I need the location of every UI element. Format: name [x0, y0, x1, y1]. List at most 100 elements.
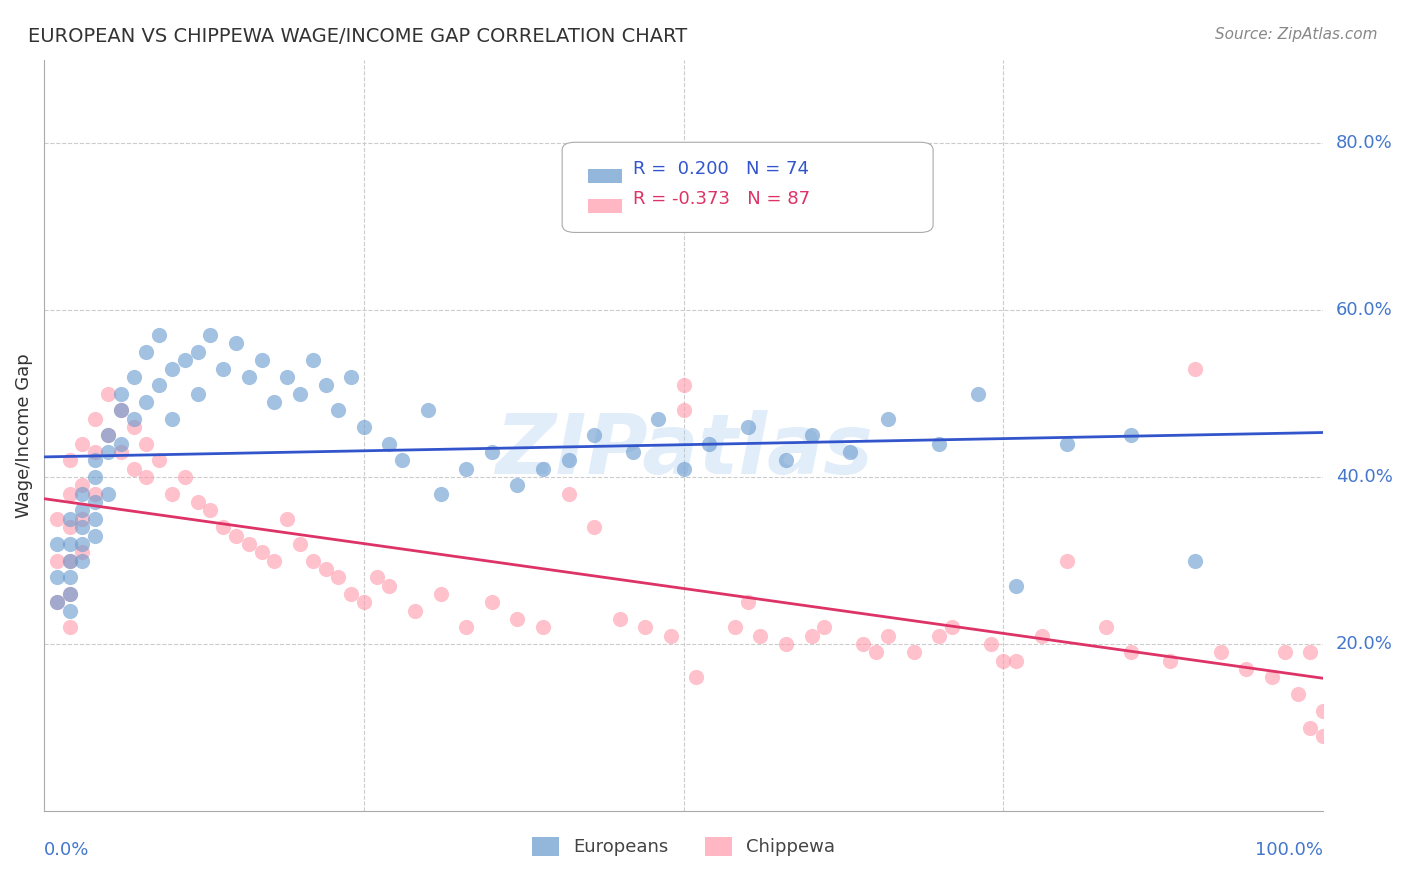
- Point: [276, 370, 298, 384]
- Point: [378, 436, 401, 450]
- Point: [583, 428, 606, 442]
- Point: [110, 386, 132, 401]
- Point: [59, 512, 82, 526]
- Point: [45, 512, 67, 526]
- Point: [59, 587, 82, 601]
- Point: [839, 445, 862, 459]
- Point: [966, 386, 988, 401]
- Point: [353, 420, 375, 434]
- Point: [72, 520, 94, 534]
- Point: [456, 620, 478, 634]
- Point: [315, 562, 337, 576]
- Point: [800, 629, 823, 643]
- Point: [84, 470, 107, 484]
- Point: [276, 512, 298, 526]
- Point: [97, 487, 120, 501]
- Point: [1121, 645, 1143, 659]
- Point: [315, 378, 337, 392]
- Text: R = -0.373   N = 87: R = -0.373 N = 87: [633, 190, 810, 209]
- FancyBboxPatch shape: [562, 142, 934, 233]
- Point: [852, 637, 875, 651]
- Point: [1312, 704, 1334, 718]
- Point: [84, 495, 107, 509]
- Point: [59, 587, 82, 601]
- Point: [59, 620, 82, 634]
- Point: [928, 436, 950, 450]
- Point: [135, 436, 157, 450]
- Point: [160, 361, 183, 376]
- Point: [672, 378, 695, 392]
- Point: [160, 487, 183, 501]
- Point: [97, 386, 120, 401]
- Point: [122, 420, 145, 434]
- Point: [621, 445, 644, 459]
- Y-axis label: Wage/Income Gap: Wage/Income Gap: [15, 353, 32, 517]
- Point: [72, 553, 94, 567]
- Text: 80.0%: 80.0%: [1336, 134, 1393, 153]
- Point: [84, 487, 107, 501]
- Point: [1121, 428, 1143, 442]
- Point: [481, 595, 503, 609]
- Point: [301, 353, 323, 368]
- Point: [59, 553, 82, 567]
- Text: 40.0%: 40.0%: [1336, 468, 1393, 486]
- Point: [1159, 654, 1181, 668]
- Point: [45, 595, 67, 609]
- Point: [328, 570, 350, 584]
- Point: [59, 553, 82, 567]
- Point: [737, 595, 759, 609]
- Point: [110, 445, 132, 459]
- Point: [647, 411, 669, 425]
- Point: [724, 620, 747, 634]
- Point: [84, 445, 107, 459]
- Point: [697, 436, 720, 450]
- Point: [263, 395, 285, 409]
- Point: [775, 453, 797, 467]
- Point: [481, 445, 503, 459]
- Point: [122, 370, 145, 384]
- Point: [45, 595, 67, 609]
- Point: [187, 495, 209, 509]
- Point: [1299, 721, 1322, 735]
- Point: [72, 545, 94, 559]
- Point: [97, 428, 120, 442]
- Point: [506, 612, 529, 626]
- Point: [928, 629, 950, 643]
- Point: [749, 629, 772, 643]
- Point: [263, 553, 285, 567]
- Point: [238, 370, 260, 384]
- Point: [173, 353, 195, 368]
- Point: [148, 378, 170, 392]
- Point: [391, 453, 413, 467]
- Point: [301, 553, 323, 567]
- Point: [865, 645, 887, 659]
- Point: [148, 453, 170, 467]
- Text: Source: ZipAtlas.com: Source: ZipAtlas.com: [1215, 27, 1378, 42]
- Point: [1056, 553, 1078, 567]
- Text: EUROPEAN VS CHIPPEWA WAGE/INCOME GAP CORRELATION CHART: EUROPEAN VS CHIPPEWA WAGE/INCOME GAP COR…: [28, 27, 688, 45]
- Point: [531, 620, 554, 634]
- Point: [1209, 645, 1232, 659]
- Point: [187, 344, 209, 359]
- Point: [72, 537, 94, 551]
- Point: [1184, 553, 1206, 567]
- Point: [1005, 654, 1028, 668]
- Point: [97, 428, 120, 442]
- Point: [59, 604, 82, 618]
- Point: [685, 671, 707, 685]
- Point: [45, 537, 67, 551]
- Point: [429, 487, 451, 501]
- Text: 60.0%: 60.0%: [1336, 301, 1393, 319]
- Point: [45, 553, 67, 567]
- Point: [200, 503, 222, 517]
- Point: [583, 520, 606, 534]
- Point: [941, 620, 963, 634]
- Point: [45, 570, 67, 584]
- Text: 20.0%: 20.0%: [1336, 635, 1393, 653]
- Point: [800, 428, 823, 442]
- Point: [110, 403, 132, 417]
- Point: [1299, 645, 1322, 659]
- Point: [1056, 436, 1078, 450]
- Point: [84, 453, 107, 467]
- Point: [416, 403, 439, 417]
